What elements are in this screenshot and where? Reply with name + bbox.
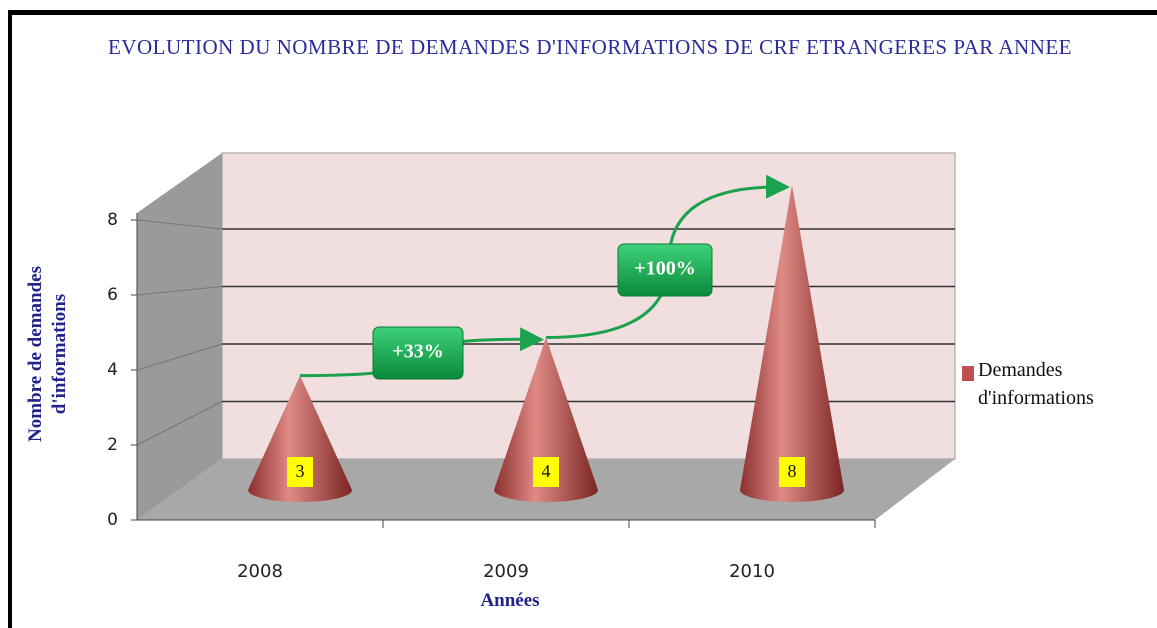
- annotation: +33%: [392, 341, 443, 363]
- value-label-box: [779, 457, 805, 487]
- cone: [740, 185, 844, 502]
- cone: [494, 337, 598, 502]
- value-label: 3: [296, 461, 305, 481]
- chart-title: EVOLUTION DU NOMBRE DE DEMANDES D'INFORM…: [107, 35, 1073, 59]
- y-tick-label: 2: [107, 435, 118, 455]
- side-wall: [137, 153, 222, 520]
- grid-line: [136, 343, 223, 371]
- value-label-box: [533, 457, 559, 487]
- annotation: +100%: [634, 258, 695, 280]
- value-label: 4: [542, 461, 551, 481]
- grid-line: [136, 219, 223, 230]
- y-tick-label: 4: [107, 360, 118, 380]
- x-tick-label: 2010: [729, 561, 775, 582]
- y-tick-label: 6: [107, 285, 118, 305]
- grid-line: [136, 286, 223, 296]
- value-label-box: [287, 457, 313, 487]
- annotation-box: [372, 326, 464, 380]
- legend-swatch: [962, 366, 974, 381]
- cone: [248, 375, 352, 502]
- x-tick-label: 2009: [483, 561, 529, 582]
- legend-label: Demandes d'informations: [978, 359, 1094, 409]
- x-tick-label: 2008: [237, 561, 283, 582]
- value-label: 8: [788, 461, 797, 481]
- back-wall: [221, 152, 956, 460]
- annotation-box: [617, 243, 713, 297]
- frame: [8, 10, 1157, 628]
- x-axis-label: Années: [480, 590, 540, 611]
- grid-line: [136, 401, 223, 446]
- y-axis-label: Nombre de demandes d'informations: [25, 266, 70, 442]
- y-tick-label: 0: [107, 510, 118, 530]
- y-tick-label: 8: [107, 210, 118, 230]
